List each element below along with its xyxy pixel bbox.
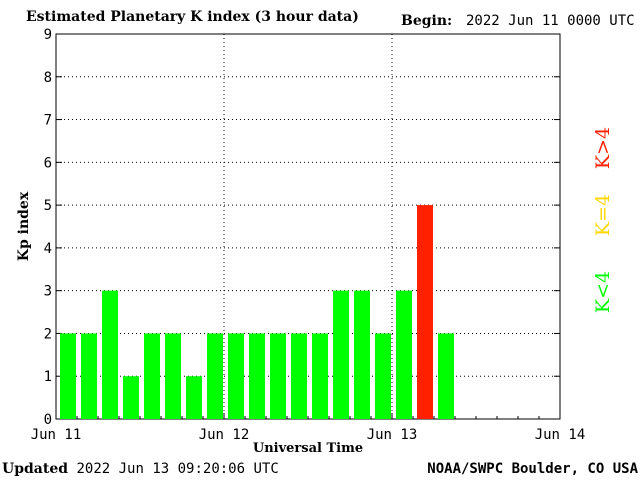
y-tick-label: 3 — [44, 284, 52, 300]
kp-bar — [270, 333, 286, 419]
kp-bar — [438, 333, 454, 419]
kp-bar — [312, 333, 328, 419]
credit-text: NOAA/SWPC Boulder, CO USA — [427, 461, 638, 477]
x-tick-label: Jun 14 — [535, 427, 586, 443]
begin-value: 2022 Jun 11 0000 UTC — [466, 13, 635, 29]
x-axis-label: Universal Time — [253, 441, 363, 456]
y-tick-label: 8 — [44, 70, 52, 86]
kp-bar — [186, 376, 202, 419]
y-tick-label: 5 — [44, 198, 52, 214]
kp-bar — [291, 333, 307, 419]
y-tick-label: 7 — [44, 113, 52, 129]
updated-value: 2022 Jun 13 09:20:06 UTC — [76, 461, 279, 477]
legend-high: K>4 — [592, 127, 614, 169]
updated-timestamp: Updated 2022 Jun 13 09:20:06 UTC — [2, 461, 279, 477]
begin-label: Begin: — [401, 13, 453, 29]
kp-bar — [249, 333, 265, 419]
chart-title: Estimated Planetary K index (3 hour data… — [26, 9, 359, 25]
x-tick-label: Jun 11 — [31, 427, 82, 443]
kp-bar — [375, 333, 391, 419]
kp-bar — [354, 290, 370, 419]
kp-bar — [165, 333, 181, 419]
y-tick-label: 4 — [44, 241, 52, 257]
y-axis-label: Kp index — [16, 191, 32, 261]
plot-frame — [55, 33, 561, 420]
kp-bar — [207, 333, 223, 419]
kp-bar — [102, 290, 118, 419]
x-tick-label: Jun 13 — [367, 427, 418, 443]
legend-mid: K=4 — [592, 194, 614, 236]
updated-label: Updated — [2, 461, 69, 477]
y-tick-label: 9 — [44, 27, 52, 43]
kp-bar — [228, 333, 244, 419]
y-tick-label: 6 — [44, 155, 52, 171]
kp-bar — [123, 376, 139, 419]
kp-bar — [60, 333, 76, 419]
kp-bar — [81, 333, 97, 419]
y-tick-label: 0 — [44, 412, 52, 428]
kp-bar — [333, 290, 349, 419]
x-tick-label: Jun 12 — [199, 427, 250, 443]
y-tick-label: 2 — [44, 326, 52, 342]
legend-low: K<4 — [592, 271, 614, 313]
kp-bar — [396, 290, 412, 419]
kp-bar — [417, 205, 433, 419]
y-tick-label: 1 — [44, 369, 52, 385]
kp-bar — [144, 333, 160, 419]
